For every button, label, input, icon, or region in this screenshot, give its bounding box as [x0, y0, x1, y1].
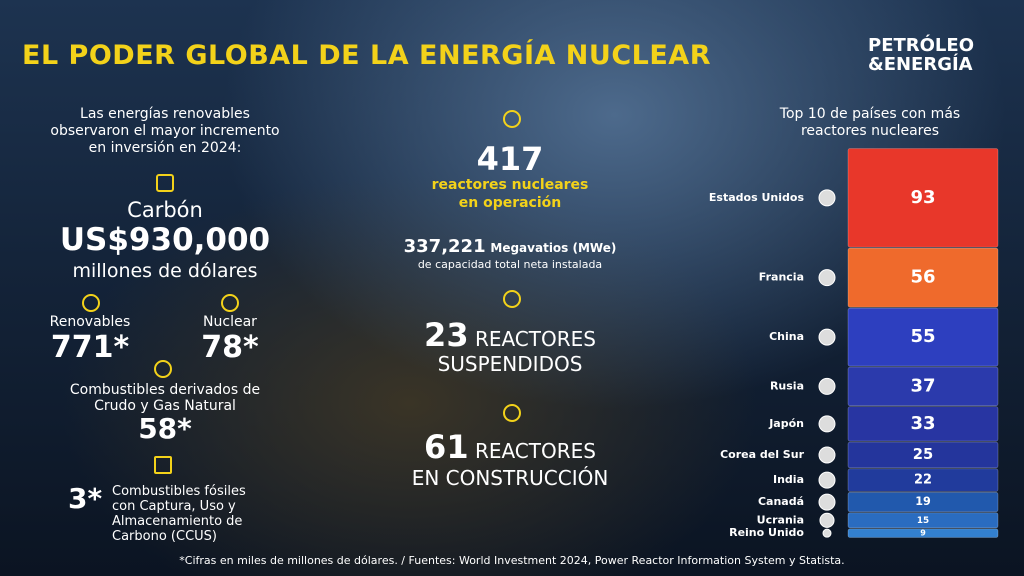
suspended-label2: SUSPENDIDOS	[437, 352, 583, 376]
fuels-value: 58*	[138, 412, 192, 445]
bar	[847, 366, 999, 407]
bar	[847, 512, 999, 529]
coal-label: Carbón	[127, 198, 203, 222]
bar-value: 9	[920, 529, 926, 538]
icon	[156, 174, 174, 192]
country-label: Corea del Sur	[720, 448, 804, 461]
bar-value: 93	[910, 187, 935, 208]
construction-label: REACTORES	[474, 439, 596, 463]
country-label: Rusia	[770, 379, 804, 392]
title: EL PODER GLOBAL DE LA ENERGÍA NUCLEAR	[22, 40, 711, 71]
suspended-label: REACTORES	[474, 327, 596, 351]
bar-value: 33	[910, 413, 935, 434]
capacity-unit: Megavatios (MWe)	[490, 241, 617, 255]
country-label: Reino Unido	[729, 526, 804, 539]
flag	[818, 493, 836, 511]
country-label: China	[769, 330, 804, 343]
construction-value: 61	[424, 428, 469, 466]
flag	[818, 189, 836, 207]
country-label: Francia	[759, 271, 804, 284]
flag	[818, 471, 836, 489]
icon	[82, 294, 100, 312]
construction-label2: EN CONSTRUCCIÓN	[411, 466, 609, 490]
brand-line: PETRÓLEO	[868, 35, 974, 56]
operating-value: 417	[476, 140, 544, 178]
bar	[847, 441, 999, 469]
flag	[818, 377, 836, 395]
renewables-value: 771*	[50, 330, 130, 365]
ccus-value: 3*	[68, 482, 103, 515]
icon	[154, 360, 172, 378]
nuclear-label: Nuclear	[203, 314, 257, 330]
flag	[819, 512, 835, 528]
flag	[818, 415, 836, 433]
country-label: Canadá	[758, 495, 804, 508]
intro: Las energías renovables observaron el ma…	[50, 106, 280, 156]
bar-value: 22	[914, 473, 932, 488]
icon	[154, 456, 172, 474]
country-label: Japón	[768, 417, 804, 430]
country-label: India	[773, 473, 804, 486]
fuels-label: Combustibles derivados de Crudo y Gas Na…	[69, 382, 261, 414]
bar-value: 15	[917, 516, 929, 526]
bar	[847, 307, 999, 367]
operating-label: reactores nucleares en operación	[431, 177, 589, 211]
nuclear-value: 78*	[201, 330, 259, 365]
ccus-label: Combustibles fósiles con Captura, Uso y …	[112, 484, 246, 544]
bar-value: 56	[910, 267, 935, 288]
suspended: 23 REACTORES	[380, 316, 640, 354]
suspended-value: 23	[424, 316, 469, 354]
footer: *Cifras en miles de millones de dólares.…	[179, 554, 845, 567]
bar-value: 19	[915, 495, 931, 508]
bar	[847, 247, 999, 308]
renewables-label: Renovables	[49, 314, 131, 330]
icon	[503, 290, 521, 308]
flag	[822, 528, 832, 538]
bar	[847, 528, 999, 538]
capacity-value: 337,221	[403, 236, 486, 257]
flag	[818, 328, 836, 346]
brand: PETRÓLEO &ENERGÍA	[868, 36, 974, 74]
icon	[221, 294, 239, 312]
coal-value: US$930,000	[59, 222, 271, 258]
capacity-label: de capacidad total neta instalada	[417, 258, 603, 271]
bar	[847, 406, 999, 442]
bar	[847, 148, 999, 248]
icon	[503, 404, 521, 422]
bar-value: 25	[913, 446, 933, 463]
flag	[818, 446, 836, 464]
country-label: Estados Unidos	[709, 191, 805, 204]
ranking-title: Top 10 de países con más reactores nucle…	[779, 106, 961, 139]
coal-unit: millones de dólares	[72, 260, 258, 282]
brand-line: &ENERGÍA	[868, 54, 973, 75]
country-label: Ucrania	[757, 513, 804, 526]
bar-value: 55	[910, 326, 935, 347]
icon	[503, 110, 521, 128]
bar	[847, 468, 999, 492]
flag	[818, 269, 836, 287]
bar	[847, 492, 999, 513]
capacity: 337,221 Megavatios (MWe)	[380, 236, 640, 257]
bar-value: 37	[910, 375, 935, 396]
construction: 61 REACTORES	[370, 428, 650, 466]
